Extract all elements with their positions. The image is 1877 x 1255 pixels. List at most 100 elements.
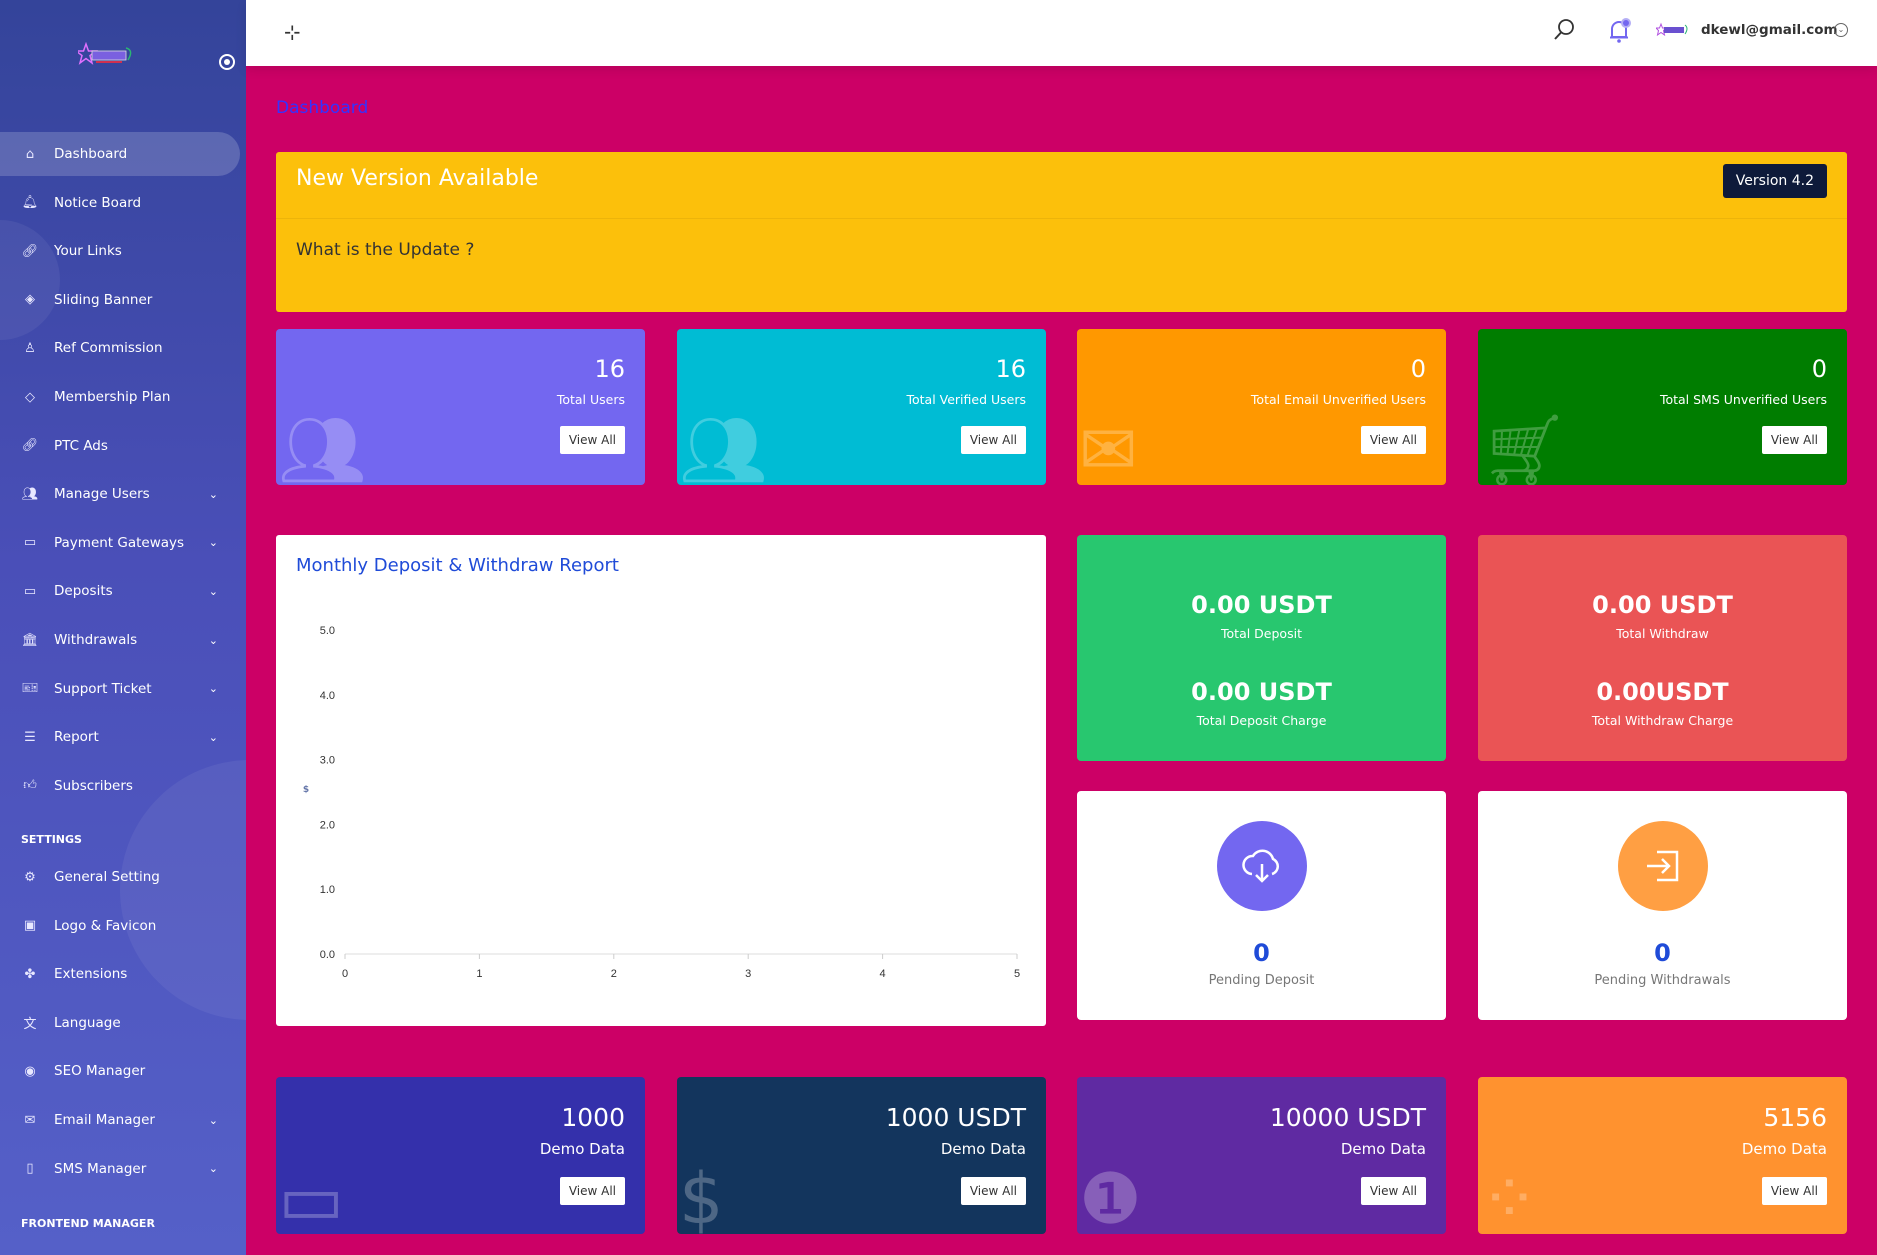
pending-value: 0 (1654, 939, 1671, 967)
top-header: ⊹ dkewl@gmail.com ⌄ (246, 0, 1877, 66)
view-all-button[interactable]: View All (559, 1177, 625, 1205)
sidebar-item-label: Notice Board (54, 194, 142, 211)
demo-label: Demo Data (1741, 1140, 1827, 1158)
sidebar-item-dashboard[interactable]: ⌂ Dashboard (0, 132, 240, 176)
sidebar-item-label: Logo & Favicon (54, 917, 157, 934)
chevron-down-icon[interactable]: ⌄ (1834, 23, 1848, 37)
demo-label: Demo Data (1340, 1140, 1426, 1158)
sidebar-item-payment-gateways[interactable]: ▭ Payment Gateways ⌄ (0, 521, 240, 565)
sidebar-item-extensions[interactable]: ✤ Extensions (0, 952, 240, 996)
pending-label: Pending Withdrawals (1594, 973, 1731, 988)
stat-card: 👥︎ 16 Total Verified Users View All (677, 329, 1046, 485)
sidebar-item-withdrawals[interactable]: 🏛︎ Withdrawals ⌄ (0, 618, 240, 662)
bell-icon: 🔔︎ (21, 195, 39, 211)
money-bill-icon: ❶ (1079, 1158, 1142, 1234)
bank-icon: 🏛︎ (21, 632, 39, 648)
y-tick-label: 1.0 (320, 884, 335, 896)
cart-icon: 🛒︎ (1480, 409, 1569, 485)
sidebar-item-support-ticket[interactable]: 🎫︎ Support Ticket ⌄ (0, 667, 240, 711)
demo-value: 10000 USDT (1269, 1103, 1426, 1132)
sidebar-item-general-setting[interactable]: ⚙ General Setting (0, 855, 240, 899)
chart-title: Monthly Deposit & Withdraw Report (296, 555, 619, 576)
money-card: 0.00 USDT Total Withdraw 0.00USDT Total Wit… (1478, 535, 1847, 761)
y-axis-label: $ (303, 785, 309, 795)
view-all-button[interactable]: View All (1761, 426, 1827, 454)
mobile-icon: ▯ (26, 1161, 34, 1177)
view-all-button[interactable]: View All (1360, 1177, 1426, 1205)
sidebar-item-subscribers[interactable]: 👍︎ Subscribers (0, 764, 240, 808)
sidebar-item-label: SEO Manager (54, 1063, 146, 1080)
layers-icon: ◈ (25, 292, 35, 308)
demo-value: 5156 (1763, 1103, 1827, 1132)
sidebar-toggle[interactable] (219, 54, 235, 70)
sidebar-item-label: Membership Plan (54, 389, 171, 405)
sidebar-item-email-manager[interactable]: ✉ Email Manager ⌄ (0, 1098, 240, 1142)
chevron-down-icon: ⌄ (208, 633, 218, 647)
divider (276, 218, 1847, 219)
sidebar-item-language[interactable]: 文 Language (0, 1001, 240, 1045)
users-icon: 👥︎ (679, 409, 768, 485)
sidebar-item-ref-commission[interactable]: ♙ Ref Commission (0, 326, 240, 370)
sidebar-item-notice-board[interactable]: 🔔︎ Notice Board (0, 181, 240, 225)
stat-label: Total Email Unverified Users (1250, 392, 1426, 407)
money-label: Total Withdraw (1616, 626, 1709, 641)
demo-card: ❶ 10000 USDT Demo Data View All (1077, 1077, 1446, 1234)
sidebar-item-label: Deposits (54, 583, 113, 600)
envelope-icon: ✉ (24, 1112, 36, 1128)
frontend-section-label: FRONTEND MANAGER (21, 1217, 155, 1230)
view-all-button[interactable]: View All (1761, 1177, 1827, 1205)
y-tick-label: 0.0 (320, 949, 335, 961)
sidebar-item-label: Your Links (54, 243, 122, 260)
view-all-button[interactable]: View All (559, 426, 625, 454)
sidebar-item-manage-users[interactable]: 👥︎ Manage Users ⌄ (0, 472, 240, 516)
sidebar-item-label: Language (54, 1014, 121, 1031)
sidebar-item-report[interactable]: ☰ Report ⌄ (0, 715, 240, 759)
chart-plot: 0 1 2 3 4 5 0.0 1.0 2.0 3.0 4.0 5.0 $ (303, 625, 1020, 980)
demo-card: $1000 USDT Demo Data View All (677, 1077, 1046, 1234)
view-all-button[interactable]: View All (960, 1177, 1026, 1205)
sidebar-item-membership-plan[interactable]: ◇ Membership Plan (0, 375, 240, 419)
collapse-icon[interactable]: ⊹ (284, 20, 301, 44)
view-all-button[interactable]: View All (960, 426, 1026, 454)
sidebar-item-ptc-ads[interactable]: 🔗︎ PTC Ads (0, 424, 240, 468)
pending-card[interactable]: 0 Pending Withdrawals (1478, 791, 1847, 1020)
stat-label: Total Users (556, 392, 625, 407)
chevron-down-icon: ⌄ (208, 536, 218, 550)
sidebar-item-seo-manager[interactable]: ◉ SEO Manager (0, 1049, 240, 1093)
sidebar-item-your-links[interactable]: 🔗︎ Your Links (0, 229, 240, 273)
sidebar-item-label: Sliding Banner (54, 291, 153, 308)
thumbs-up-icon: 👍︎ (23, 778, 37, 794)
money-label: Total Deposit Charge (1196, 713, 1327, 728)
chevron-down-icon: ⌄ (208, 682, 218, 696)
search-icon[interactable] (1553, 18, 1575, 42)
pending-label: Pending Deposit (1208, 973, 1315, 988)
sidebar-item-sms-manager[interactable]: ▯ SMS Manager ⌄ (0, 1147, 240, 1191)
demo-card: ⁘ 5156 Demo Data View All (1478, 1077, 1847, 1234)
user-avatar-logo[interactable] (1656, 22, 1690, 38)
stat-value: 16 (995, 355, 1026, 383)
chevron-down-icon: ⌄ (208, 1162, 218, 1176)
breadcrumb[interactable]: Dashboard (276, 98, 369, 118)
chevron-down-icon: ⌄ (208, 584, 218, 598)
pending-card[interactable]: 0 Pending Deposit (1077, 791, 1446, 1020)
sidebar-item-logo-favicon[interactable]: ▣ Logo & Favicon (0, 904, 240, 948)
stat-card: 🛒︎ 0 Total SMS Unverified Users View All (1478, 329, 1847, 485)
money-value: 0.00USDT (1596, 678, 1729, 706)
bell-icon[interactable] (1607, 18, 1631, 44)
sidebar-item-label: Support Ticket (54, 680, 152, 697)
person-icon: ♙ (24, 340, 36, 356)
ticket-icon: 🎫︎ (21, 681, 39, 697)
sidebar-item-label: Withdrawals (54, 632, 138, 648)
user-email[interactable]: dkewl@gmail.com (1701, 22, 1838, 38)
home-icon: ⌂ (25, 146, 35, 162)
gear-icon: ⚙ (24, 869, 36, 885)
chart-card: Monthly Deposit & Withdraw Report 0 1 2 3 4 5… (276, 535, 1046, 1026)
stat-label: Total SMS Unverified Users (1659, 392, 1827, 407)
dollar-hand-icon: $ (679, 1158, 724, 1234)
money-label: Total Deposit (1221, 626, 1302, 641)
sidebar-item-sliding-banner[interactable]: ◈ Sliding Banner (0, 278, 240, 322)
credit-card-icon: ▭ (23, 583, 37, 599)
view-all-button[interactable]: View All (1360, 426, 1426, 454)
sidebar-item-deposits[interactable]: ▭ Deposits ⌄ (0, 569, 240, 613)
demo-value: 1000 (561, 1103, 625, 1132)
